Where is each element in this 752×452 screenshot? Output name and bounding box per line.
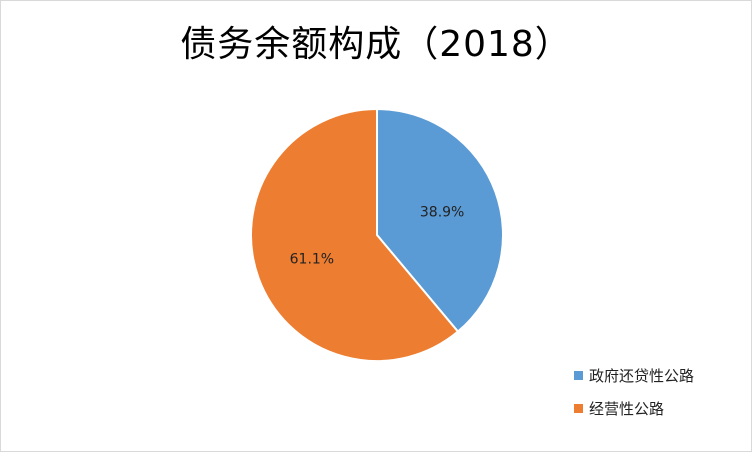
legend-label-operating: 经营性公路 (589, 399, 665, 418)
data-label-operating: 61.1% (290, 252, 334, 268)
slice-government (376, 107, 504, 333)
legend-item-government: 政府还贷性公路 (574, 363, 694, 387)
chart-title: 债务余额构成（2018） (180, 24, 572, 65)
legend: 政府还贷性公路 经营性公路 (574, 363, 694, 429)
legend-swatch-government (574, 370, 583, 380)
data-label-government: 38.9% (420, 204, 464, 220)
legend-label-government: 政府还贷性公路 (589, 366, 695, 385)
slice-operating (250, 107, 460, 362)
legend-swatch-operating (574, 403, 583, 413)
legend-item-operating: 经营性公路 (574, 396, 694, 420)
